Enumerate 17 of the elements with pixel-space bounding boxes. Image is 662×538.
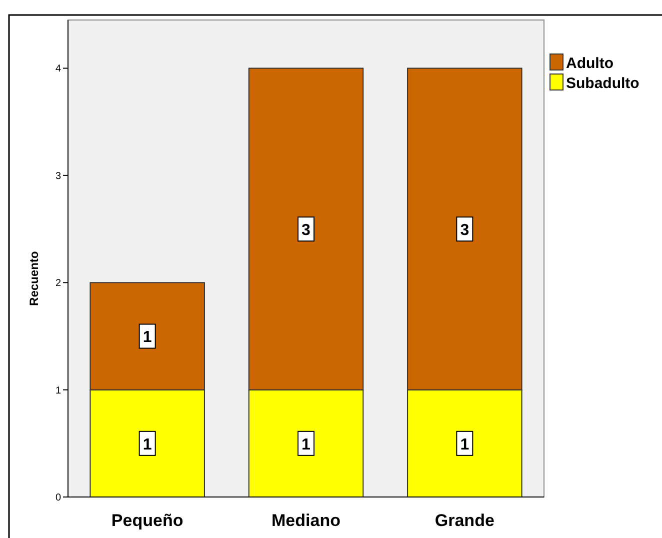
y-axis-title: Recuento (27, 251, 41, 306)
y-tick-label: 2 (55, 278, 62, 290)
data-label: 1 (142, 436, 152, 454)
legend-label: Adulto (566, 55, 614, 72)
x-tick-label: Mediano (272, 511, 340, 530)
y-tick-label: 4 (55, 64, 62, 75)
x-tick-label: Pequeño (111, 511, 184, 530)
legend-label: Subadulto (566, 75, 640, 92)
x-tick-label: Grande (434, 511, 494, 530)
data-label: 1 (302, 436, 311, 454)
y-tick-label: 3 (55, 170, 62, 182)
data-label: 3 (460, 222, 470, 240)
y-tick-label: 0 (55, 492, 62, 504)
data-label: 3 (302, 222, 311, 240)
y-tick-label: 1 (55, 385, 62, 396)
data-label: 1 (460, 436, 470, 454)
data-label: 1 (142, 329, 152, 346)
